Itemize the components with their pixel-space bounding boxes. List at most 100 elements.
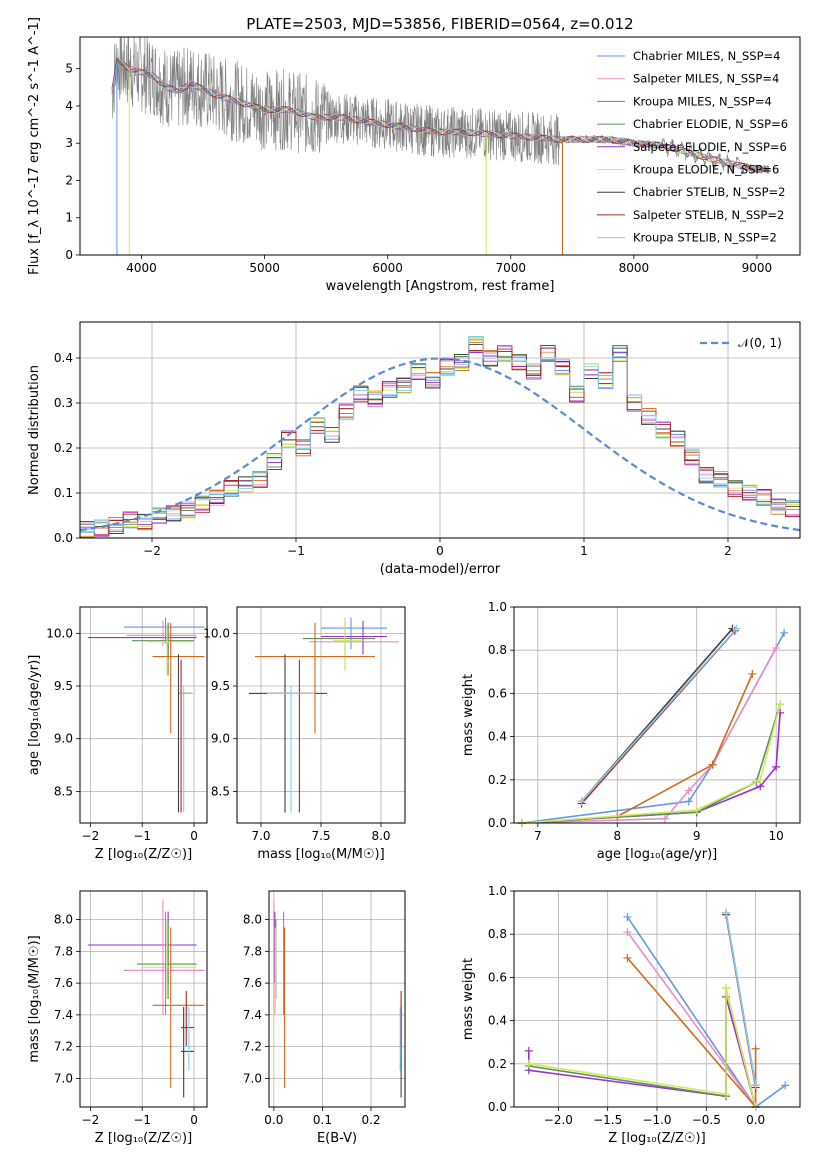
data-point-marker [524,1046,533,1055]
x-axis-label: Z [log₁₀(Z/Z☉)] [95,847,192,862]
y-tick-label: 0.1 [54,486,73,500]
data-point-marker [623,953,632,962]
x-tick-label: 0.1 [313,1113,332,1127]
y-tick-label: 9.0 [54,732,73,746]
x-axis-label: (data-model)/error [380,562,501,577]
data-point-marker [722,1090,731,1099]
y-tick-label: 5 [65,62,73,76]
y-tick-label: 0.0 [488,816,507,830]
data-point-marker [776,700,785,709]
x-tick-label: −1.0 [642,1113,671,1127]
x-tick-label: −2.0 [544,1113,573,1127]
normal-curve-line [79,357,801,532]
legend-entry: Kroupa ELODIE, N_SSP=6 [633,163,779,177]
x-tick-label: −1.5 [593,1113,622,1127]
y-tick-label: 8.0 [243,913,262,927]
x-tick-label: 0 [190,1113,198,1127]
y-tick-label: 8.5 [211,784,230,798]
legend-entry: Chabrier ELODIE, N_SSP=6 [633,117,788,131]
x-tick-label: 2 [724,544,732,558]
y-tick-label: 7.6 [54,976,73,990]
y-tick-label: 0.3 [54,396,73,410]
legend-entry: Chabrier MILES, N_SSP=4 [633,49,780,63]
series-line [528,988,757,1108]
y-axis-label: mass weight [461,674,476,756]
plot-title: PLATE=2503, MJD=53856, FIBERID=0564, z=0… [246,15,633,33]
data-point-marker [756,775,765,784]
panel-2: −2 −1 0 8.5 9.0 9.5 10.0 Z [log₁₀(Z/Z☉)] age [lo… [27,606,208,862]
y-tick-label: 9.5 [54,679,73,693]
y-tick-label: 10.0 [203,626,230,640]
series-line [521,632,785,824]
x-tick-label: −2 [82,1113,100,1127]
panel-3: 7.0 7.5 8.0 8.5 9.0 9.5 10.0 mass [log₁₀(M/M☉)] [203,606,406,862]
y-tick-label: 0.4 [488,730,507,744]
y-tick-label: 7.8 [243,944,262,958]
x-tick-label: 0 [436,544,444,558]
x-tick-label: 9000 [742,261,773,275]
data-point-marker [772,644,781,653]
y-tick-label: 0.2 [488,1057,507,1071]
y-axis-label: Flux [f_λ 10^-17 erg cm^-2 s^-1 A^-1] [27,17,42,275]
series-line [725,912,757,1086]
y-tick-label: 9.5 [211,679,230,693]
x-axis-label: Z [log₁₀(Z/Z☉)] [95,1131,192,1146]
panel-4: 7 8 9 10 0.0 0.2 0.4 0.6 0.8 1.0 age [log₁₀(age/yr… [461,600,801,862]
axes-frame [513,890,801,1108]
y-tick-label: 0.2 [54,441,73,455]
y-tick-label: 0 [65,248,73,262]
y-tick-label: 1.0 [488,884,507,898]
data-point-marker [780,628,789,637]
x-axis-label: wavelength [Angstrom, rest frame] [326,279,555,294]
x-tick-label: 0 [190,829,198,843]
axes-frame [79,606,208,824]
data-point-marker [660,814,669,823]
data-point-marker [623,928,632,937]
panel-0: 4000 5000 6000 7000 8000 9000 0 1 2 3 4 5 wavelength… [27,17,801,294]
series-line [528,988,757,1108]
y-tick-label: 3 [65,136,73,150]
panel-7: −2.0 −1.5 −1.0 −0.5 0.0 0.0 0.2 0.4 0.6 0.8 1.0 Z [… [461,884,801,1146]
legend-entry: Kroupa STELIB, N_SSP=2 [633,231,777,245]
y-tick-label: 0.0 [488,1100,507,1114]
series-line [626,931,757,1108]
x-tick-label: 1 [580,544,588,558]
data-point-marker [684,786,693,795]
model-spectrum-line [111,57,769,173]
x-tick-label: 7.5 [311,829,330,843]
x-tick-label: 8.0 [371,829,390,843]
x-tick-label: 8000 [619,261,650,275]
y-tick-label: 0.8 [488,927,507,941]
series-line [521,703,781,824]
data-point-marker [684,797,693,806]
y-tick-label: 4 [65,99,73,113]
x-tick-label: 0.2 [361,1113,380,1127]
x-tick-label: 10 [769,829,784,843]
series-line [521,647,777,824]
legend-entry: Kroupa MILES, N_SSP=4 [633,94,772,108]
x-tick-label: 0.0 [746,1113,765,1127]
axes-frame [513,606,801,824]
y-tick-label: 1 [65,211,73,225]
y-tick-label: 7.0 [243,1071,262,1085]
model-spectrum-line [111,63,769,172]
x-tick-label: 4000 [126,261,157,275]
data-point-marker [732,624,741,633]
legend-entry: Chabrier STELIB, N_SSP=2 [633,185,785,199]
x-tick-label: 5000 [249,261,280,275]
x-axis-label: mass [log₁₀(M/M☉)] [257,847,384,862]
y-tick-label: 7.0 [54,1071,73,1085]
legend-entry: Salpeter ELODIE, N_SSP=6 [633,140,787,154]
data-point-marker [524,1059,533,1068]
x-tick-label: −1 [133,829,151,843]
y-axis-label: mass [log₁₀(M/M☉)] [27,935,42,1062]
axes-frame [79,890,208,1108]
axes-frame [236,606,406,824]
x-axis-label: Z [log₁₀(Z/Z☉)] [608,1131,705,1146]
y-tick-label: 10.0 [46,626,73,640]
data-point-marker [781,1081,790,1090]
data-point-marker [623,912,632,921]
x-tick-label: 8 [613,829,621,843]
data-point-marker [748,669,757,678]
